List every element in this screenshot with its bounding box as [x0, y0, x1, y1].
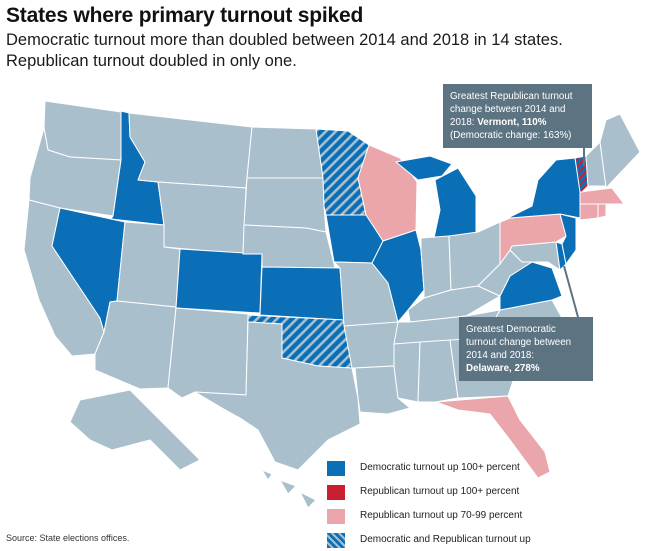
callout-line-delaware [563, 265, 579, 318]
subtitle-line-1: Democratic turnout more than doubled bet… [6, 31, 563, 49]
callout-dem-highlight: Delaware, 278% [466, 363, 540, 374]
vermont-callout: Greatest Republican turnout change betwe… [443, 84, 592, 148]
state-nj [559, 213, 577, 265]
state-sd [243, 177, 327, 233]
chart-subtitle: Democratic turnout more than doubled bet… [6, 30, 636, 72]
legend-label-both: Democratic and Republican turnout up [360, 534, 531, 545]
legend-swatch-republican [327, 485, 345, 500]
state-nm [167, 307, 249, 399]
state-ct [579, 203, 599, 221]
callout-rep-line-1: Greatest Republican turnout [450, 91, 573, 102]
state-ar [343, 321, 399, 369]
state-hi [261, 469, 317, 509]
callout-dem-line-2: turnout change between [466, 337, 572, 348]
legend-swatch-democratic [327, 461, 345, 476]
legend-swatch-republican-70-99 [327, 509, 345, 524]
state-mt [128, 112, 253, 189]
state-al [417, 339, 459, 403]
callout-rep-prefix: 2018: [450, 117, 478, 128]
state-nd [246, 126, 324, 179]
state-ri [597, 203, 607, 219]
state-az [94, 300, 177, 390]
legend-label-republican: Republican turnout up 100+ percent [360, 486, 520, 497]
subtitle-line-2: Republican turnout doubled in only one. [6, 52, 297, 70]
state-co [175, 248, 263, 314]
state-ny [499, 157, 583, 223]
state-me [599, 113, 641, 189]
chart-title: States where primary turnout spiked [6, 4, 364, 27]
state-ak [69, 389, 201, 471]
callout-dem-line-1: Greatest Democratic [466, 324, 556, 335]
state-ks [259, 266, 345, 321]
callout-rep-highlight: Vermont, 110% [477, 117, 547, 128]
state-ms [393, 341, 421, 403]
delaware-callout: Greatest Democratic turnout change betwe… [459, 317, 593, 381]
callout-rep-line-3: 2018: Vermont, 110% [450, 116, 585, 129]
state-in [420, 235, 452, 299]
legend-label-democratic: Democratic turnout up 100+ percent [360, 462, 520, 473]
legend-swatch-both [327, 533, 345, 548]
state-wy [157, 181, 247, 255]
source-note: Source: State elections offices. [6, 533, 130, 543]
legend-label-republican-70-99: Republican turnout up 70-99 percent [360, 510, 523, 521]
state-wa [43, 100, 129, 161]
state-fl [435, 395, 551, 479]
callout-rep-line-2: change between 2014 and [450, 104, 566, 115]
state-ma [579, 187, 625, 205]
callout-rep-line-4: (Democratic change: 163%) [450, 130, 572, 141]
state-tx [194, 321, 361, 471]
callout-dem-line-3: 2014 and 2018: [466, 350, 535, 361]
